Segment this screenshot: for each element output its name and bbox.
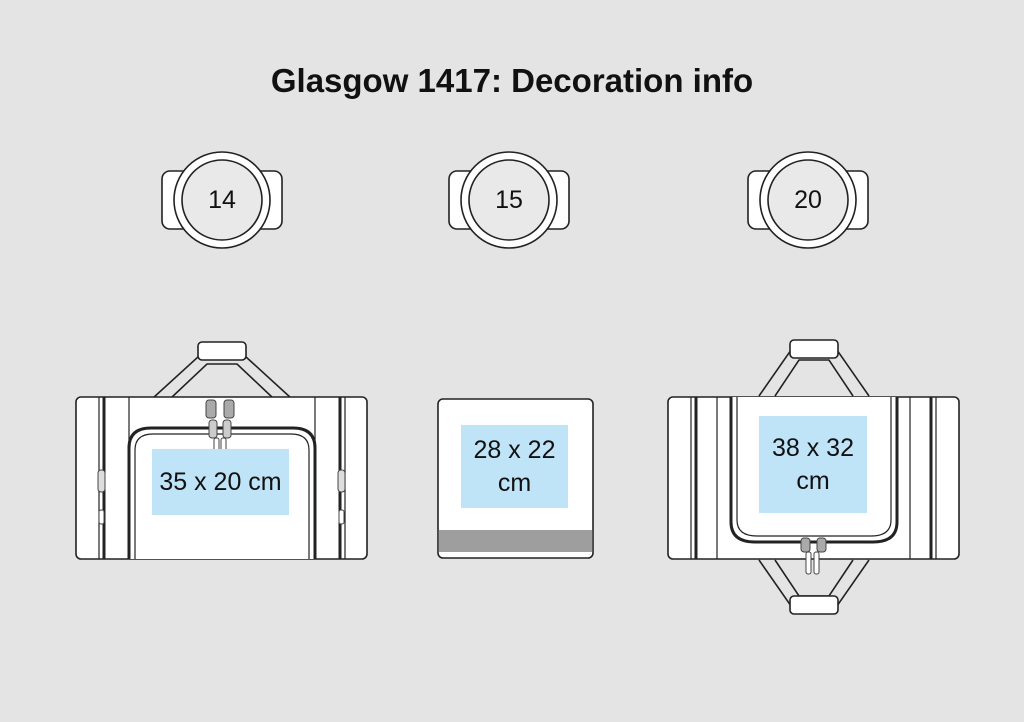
bag-back-view: 38 x 32 cm	[667, 338, 960, 620]
page-title: Glasgow 1417: Decoration info	[270, 62, 754, 99]
position-badge-14: 14	[161, 150, 285, 254]
print-area-14: 35 x 20 cm	[152, 449, 289, 515]
position-number: 20	[794, 185, 822, 214]
bag-side-view: 28 x 22 cm	[437, 398, 594, 560]
print-area-size-label: 38 x 32 cm	[771, 433, 854, 495]
bag-front-view: 35 x 20 cm	[75, 340, 368, 562]
position-badge-20: 20	[747, 150, 871, 254]
position-number: 14	[208, 185, 236, 214]
print-area-20: 38 x 32 cm	[759, 416, 867, 513]
position-badge-15: 15	[448, 150, 572, 254]
position-number: 15	[495, 185, 523, 214]
badge-shape	[161, 151, 283, 249]
print-area-15: 28 x 22 cm	[461, 425, 568, 508]
print-area-size-label: 28 x 22 cm	[473, 435, 556, 497]
print-area-size-label: 35 x 20 cm	[159, 467, 282, 496]
badge-shape	[448, 151, 570, 249]
badge-shape	[747, 151, 869, 249]
